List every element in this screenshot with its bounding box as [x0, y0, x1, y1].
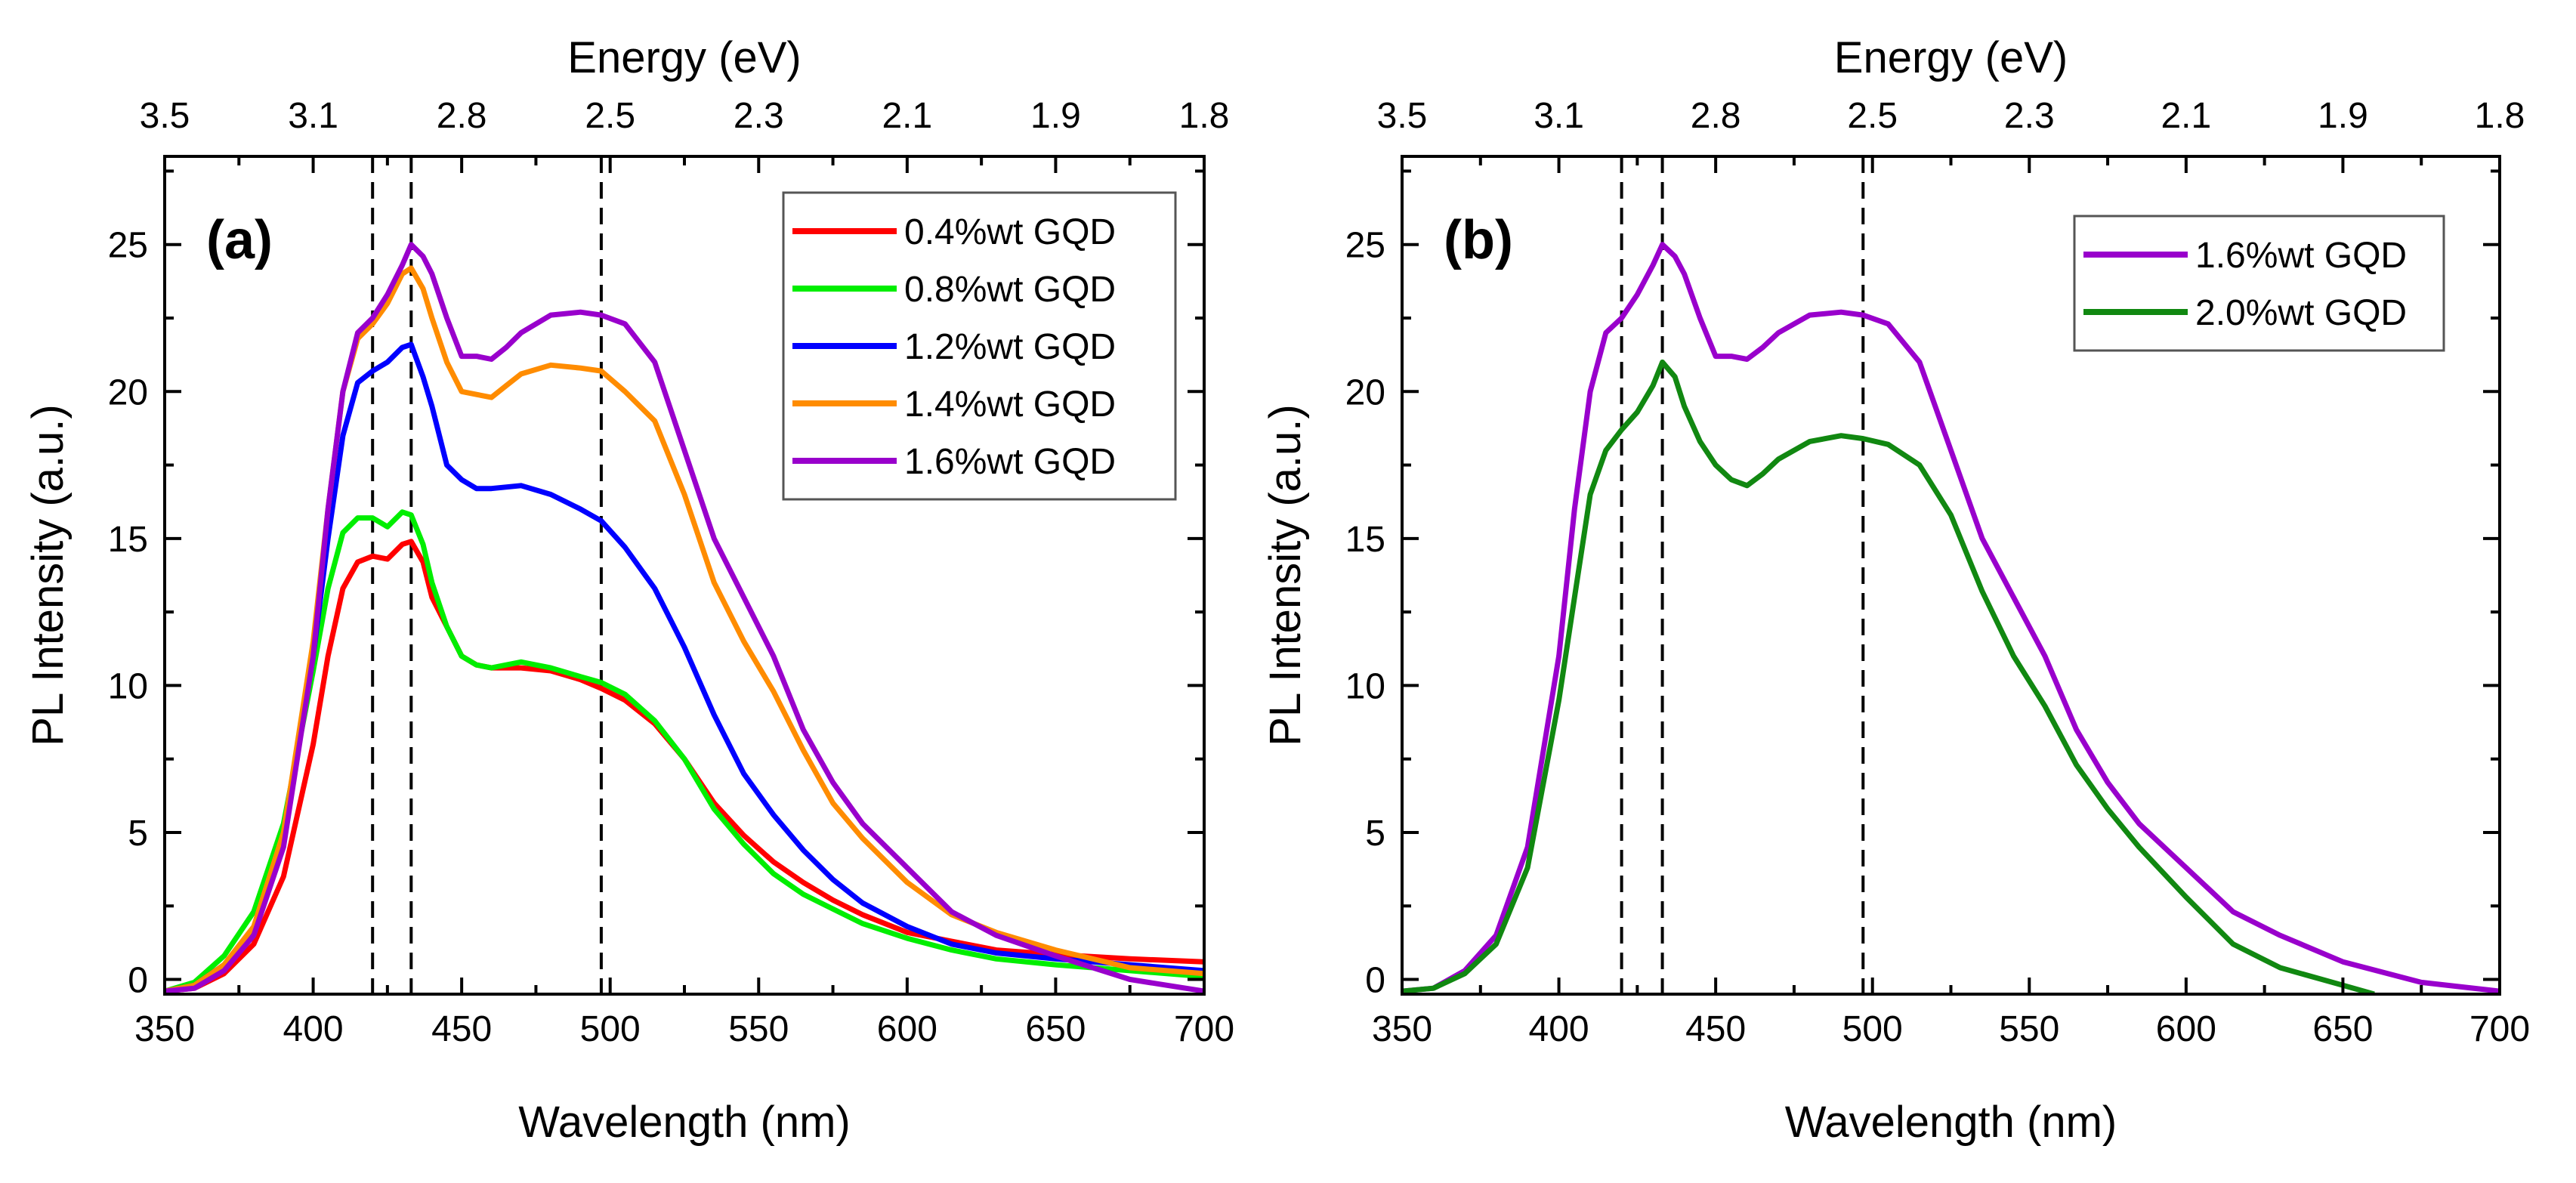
top-x-axis-title: Energy (eV) — [567, 33, 801, 82]
x-tick-label: 650 — [2312, 1009, 2373, 1049]
top-x-tick-label: 2.5 — [585, 96, 635, 136]
top-x-tick-label: 2.8 — [437, 96, 487, 136]
x-tick-label: 550 — [1999, 1009, 2059, 1049]
x-tick-label: 500 — [1842, 1009, 1903, 1049]
top-x-tick-label: 3.1 — [288, 96, 338, 136]
x-tick-label: 700 — [2469, 1009, 2530, 1049]
panel-label: (a) — [206, 210, 273, 270]
top-x-tick-label: 2.1 — [882, 96, 932, 136]
x-tick-label: 400 — [1529, 1009, 1589, 1049]
y-tick-label: 10 — [1345, 666, 1385, 706]
series-line-2-0-wt-GQD — [1402, 359, 2375, 994]
x-tick-label: 450 — [431, 1009, 492, 1049]
x-tick-label: 600 — [877, 1009, 937, 1049]
top-x-axis-title: Energy (eV) — [1834, 33, 2068, 82]
y-tick-label: 5 — [1365, 814, 1385, 854]
top-x-tick-label: 1.9 — [1030, 96, 1081, 136]
y-axis-title: PL Intensity (a.u.) — [1261, 404, 1310, 746]
top-x-tick-label: 2.3 — [734, 96, 784, 136]
x-tick-label: 600 — [2156, 1009, 2216, 1049]
y-tick-label: 0 — [1365, 961, 1385, 1001]
x-axis-title: Wavelength (nm) — [518, 1098, 850, 1147]
series-line-0-8-wt-GQD — [165, 509, 1204, 994]
top-x-tick-label: 1.8 — [1179, 96, 1230, 136]
series-line-1-6-wt-GQD — [165, 242, 1204, 994]
top-x-tick-label: 3.5 — [140, 96, 190, 136]
legend-box — [2073, 215, 2445, 352]
y-tick-label: 15 — [1345, 520, 1385, 560]
x-tick-label: 650 — [1025, 1009, 1086, 1049]
x-tick-label: 350 — [1372, 1009, 1432, 1049]
top-x-tick-label: 1.9 — [2318, 96, 2368, 136]
y-tick-label: 25 — [1345, 226, 1385, 266]
legend-label: 0.4%wt GQD — [904, 212, 1116, 252]
legend: 1.6%wt GQD 2.0%wt GQD — [2073, 215, 2445, 352]
x-tick-label: 700 — [1174, 1009, 1234, 1049]
y-tick-label: 20 — [108, 372, 148, 412]
x-tick-label: 400 — [283, 1009, 344, 1049]
panel-b: 350 3.5 400 3.1 450 2.8 500 2.5 550 2.3 600 2.1 650 1… — [1261, 33, 2530, 1147]
top-x-tick-label: 2.1 — [2161, 96, 2211, 136]
x-axis-title: Wavelength (nm) — [1785, 1098, 2117, 1147]
legend: 0.4%wt GQD 0.8%wt GQD 1.2%wt GQD 1.4%wt GQD… — [782, 191, 1177, 501]
y-tick-label: 20 — [1345, 372, 1385, 412]
y-tick-label: 0 — [128, 961, 148, 1001]
legend-label: 0.8%wt GQD — [904, 270, 1116, 310]
y-tick-label: 15 — [108, 520, 148, 560]
series-line-0-4-wt-GQD — [165, 539, 1204, 994]
top-x-tick-label: 2.8 — [1691, 96, 1741, 136]
legend-label: 2.0%wt GQD — [2195, 293, 2407, 333]
series-line-1-2-wt-GQD — [165, 341, 1204, 994]
x-tick-label: 500 — [580, 1009, 641, 1049]
top-x-tick-label: 2.3 — [2004, 96, 2055, 136]
legend-label: 1.6%wt GQD — [2195, 236, 2407, 276]
y-tick-label: 5 — [128, 814, 148, 854]
y-axis-title: PL Intensity (a.u.) — [23, 404, 73, 746]
top-x-tick-label: 2.5 — [1847, 96, 1898, 136]
legend-label: 1.4%wt GQD — [904, 385, 1116, 425]
legend-label: 1.6%wt GQD — [904, 442, 1116, 482]
y-tick-label: 25 — [108, 226, 148, 266]
legend-label: 1.2%wt GQD — [904, 327, 1116, 367]
series-line-1-6-wt-GQD — [1402, 242, 2500, 994]
x-tick-label: 450 — [1685, 1009, 1746, 1049]
panel-a: 350 3.5 400 3.1 450 2.8 500 2.5 550 2.3 600 2.1 650 1… — [23, 33, 1234, 1147]
x-tick-label: 350 — [134, 1009, 195, 1049]
x-tick-label: 550 — [728, 1009, 789, 1049]
top-x-tick-label: 3.1 — [1534, 96, 1584, 136]
y-tick-label: 10 — [108, 666, 148, 706]
top-x-tick-label: 3.5 — [1377, 96, 1428, 136]
panel-label: (b) — [1444, 210, 1513, 270]
top-x-tick-label: 1.8 — [2475, 96, 2525, 136]
